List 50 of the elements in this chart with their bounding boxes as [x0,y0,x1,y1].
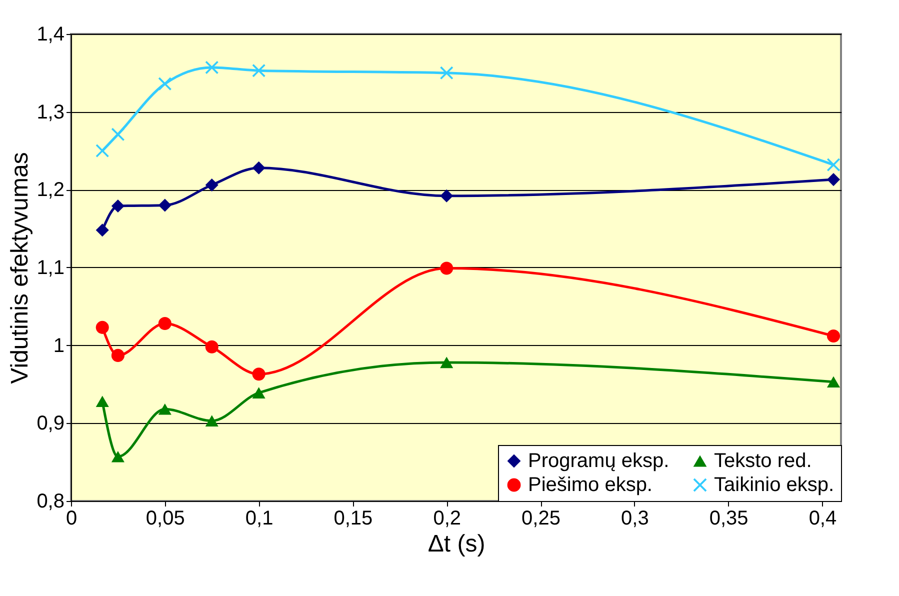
x-tick-label: 0,35 [709,508,748,530]
x-tick-label: 0,05 [146,508,185,530]
point [440,189,454,202]
point [252,368,266,381]
y-tick-label: 1,4 [36,24,64,46]
point [826,173,840,186]
point [158,198,172,212]
point [440,356,454,368]
point [440,66,454,80]
point [205,178,218,192]
point [252,161,266,174]
y-axis-title: Vidutinis efektyvumas [6,152,34,384]
legend-label: Taikinio eksp. [714,474,834,496]
point [826,376,840,388]
point [96,320,109,334]
point [205,415,218,426]
x-tick-label: 0,25 [522,508,560,530]
point [826,158,840,172]
y-tick-label: 1,3 [36,101,64,124]
x-tick-label: 0 [66,508,78,530]
y-tick-label: 0,9 [36,412,64,435]
point [158,77,172,90]
y-tick-label: 0,8 [36,490,64,512]
legend-label: Programų eksp. [528,450,670,472]
legend-label: Piešimo eksp. [528,474,652,496]
y-tick-label: 1 [53,334,64,357]
point [96,396,109,408]
point [205,340,218,354]
point [826,329,840,342]
x-tick-label: 0,2 [433,508,462,530]
point [96,144,109,158]
y-tick-label: 1,2 [36,179,64,202]
y-tick-label: 1,1 [36,257,64,279]
point [205,60,218,74]
point [158,404,172,415]
point [111,128,124,141]
x-axis-title: Δt (s) [428,530,486,558]
point [252,387,266,398]
point [252,64,266,78]
point [111,199,124,213]
legend-label: Teksto red. [714,450,812,472]
x-tick-label: 0,3 [621,508,649,530]
x-tick-label: 0,15 [334,508,373,530]
point [440,262,454,275]
x-tick-label: 0,1 [245,508,274,530]
point [111,450,124,462]
point [111,348,124,362]
x-tick-label: 0,4 [808,508,837,530]
point [158,317,172,330]
point [96,224,109,237]
